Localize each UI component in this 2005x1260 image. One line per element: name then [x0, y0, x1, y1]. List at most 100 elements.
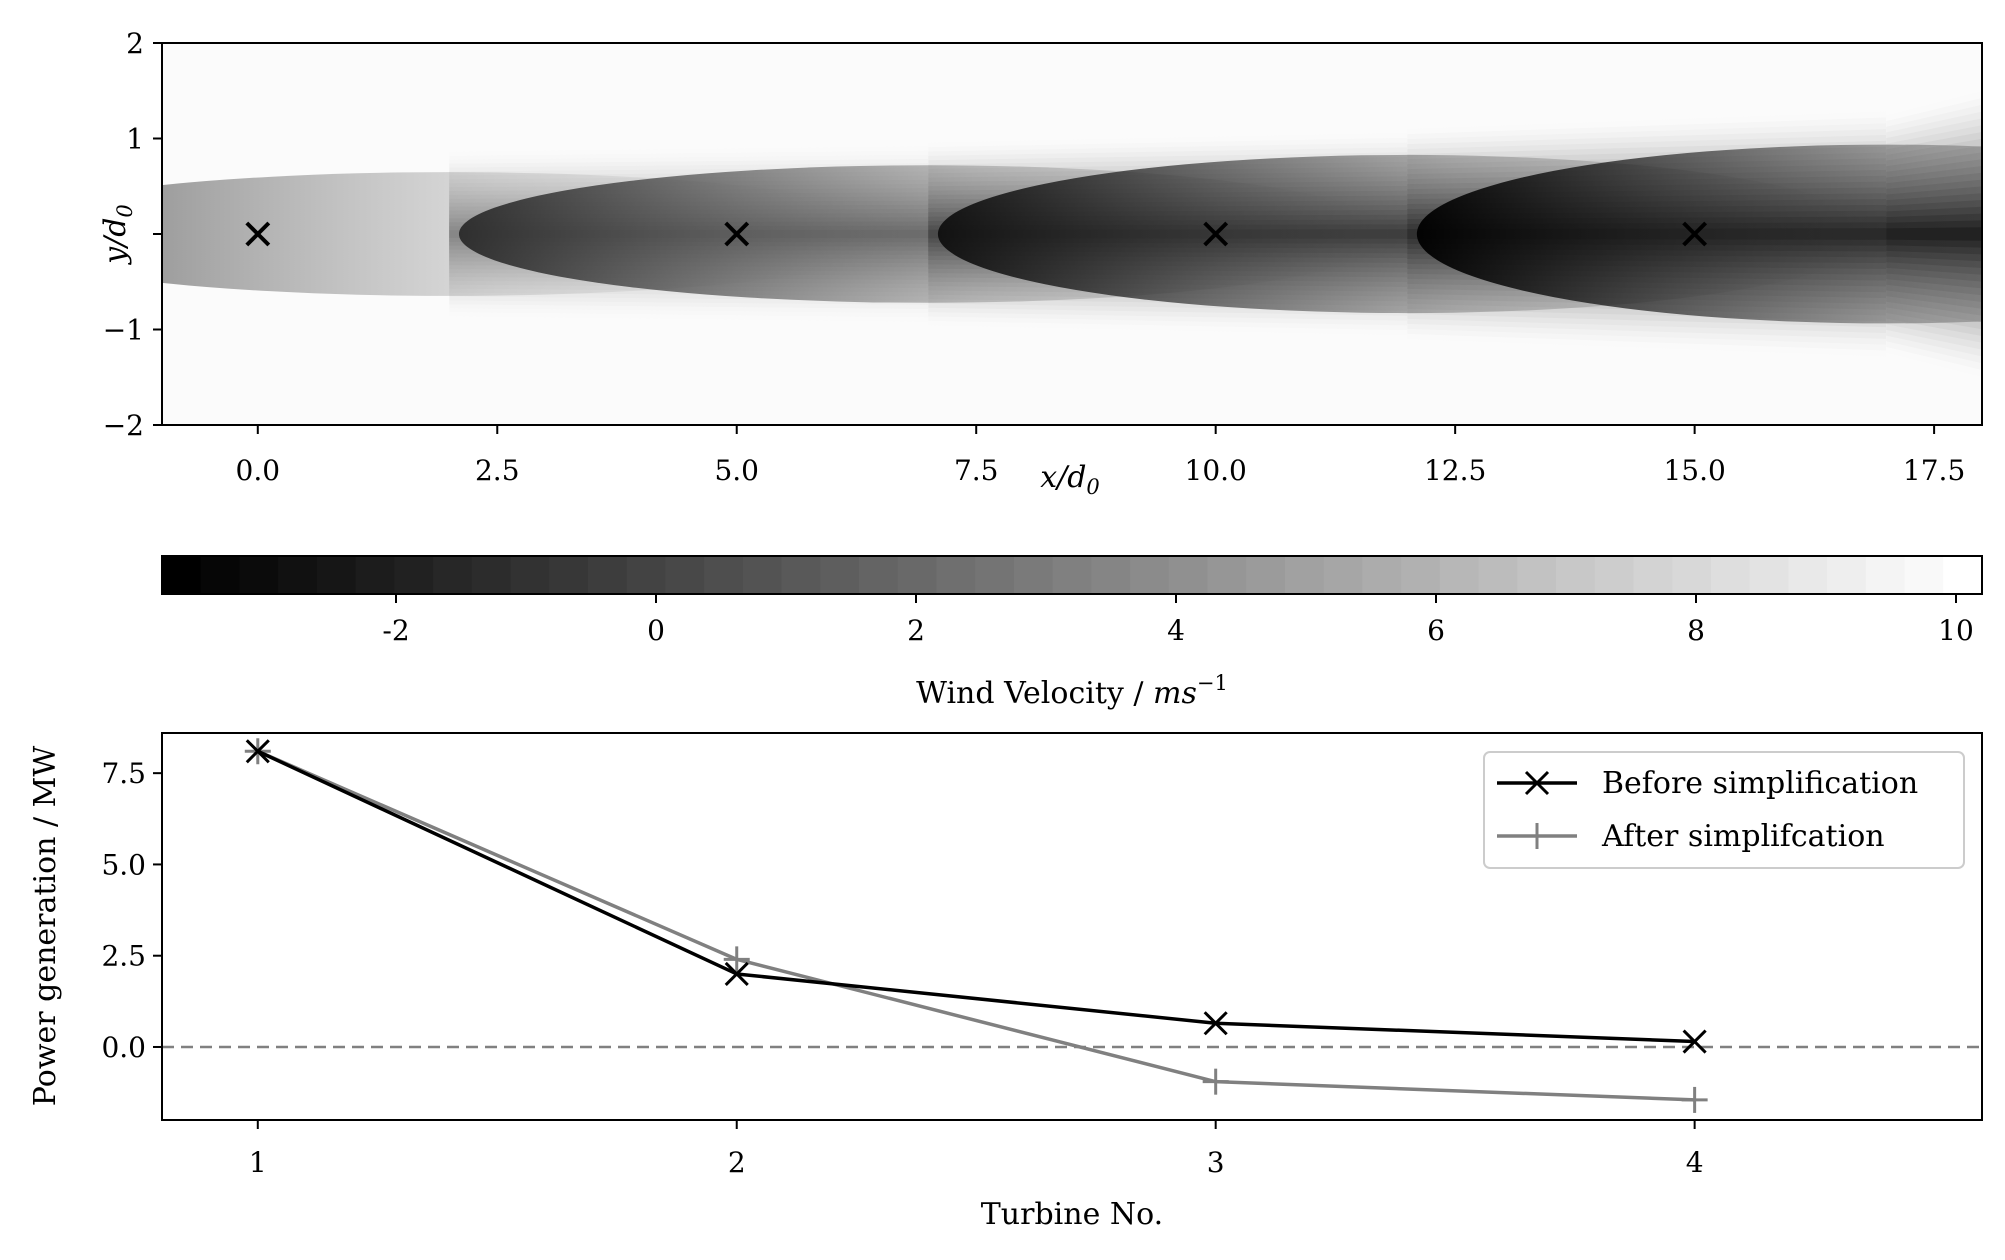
colorbar-step [1478, 556, 1518, 594]
heatmap-y-tick-label: 2 [126, 27, 144, 60]
heatmap-y-tick-label: 1 [126, 123, 144, 156]
colorbar-step [1091, 556, 1131, 594]
colorbar-step [471, 556, 512, 594]
heatmap-x-tick-label: 10.0 [1185, 454, 1247, 487]
colorbar-step [1401, 556, 1441, 594]
colorbar-step [239, 556, 279, 594]
colorbar-label: Wind Velocity / ms−1 [916, 671, 1228, 711]
power-line-chart: 1 2 3 4 7.5 5.0 2.5 0.0 Turbine No. Power gene… [28, 732, 1983, 1232]
colorbar-step [587, 556, 628, 594]
line-plot-frame [161, 732, 1983, 1121]
colorbar-step [1633, 556, 1673, 594]
colorbar-step [936, 556, 976, 594]
turbine-markers [245, 221, 1708, 247]
data-point-plus [1524, 823, 1550, 849]
data-point-plus [723, 946, 750, 973]
colorbar-step [781, 556, 821, 594]
colorbar-frame [161, 555, 1983, 595]
colorbar-step [1556, 556, 1596, 594]
colorbar-step [1672, 556, 1712, 594]
line-y-tick-label: 0.0 [101, 1031, 146, 1064]
colorbar-step [200, 556, 241, 594]
colorbar-step [704, 556, 744, 594]
colorbar-step [626, 556, 667, 594]
heatmap-x-tick-label: 12.5 [1424, 454, 1486, 487]
colorbar-step [1362, 556, 1402, 594]
heatmap-y-axis-label: y/d0 [98, 204, 137, 266]
turbine-marker [245, 221, 271, 247]
series-line [257, 749, 1695, 1102]
data-point-plus [1202, 1068, 1229, 1095]
colorbar-step [278, 556, 318, 594]
colorbar-step [742, 556, 783, 594]
colorbar-step [1052, 556, 1092, 594]
colorbar-tick-label: 8 [1687, 614, 1705, 647]
heatmap-y-tick-label: −2 [103, 409, 144, 442]
legend: Before simplification After simplifcatio… [1483, 751, 1965, 869]
heatmap-x-axis-label: x/d0 [1040, 460, 1100, 499]
line-y-tick-label: 2.5 [101, 940, 146, 973]
colorbar-step [1943, 556, 1983, 594]
colorbar-step [859, 556, 899, 594]
series-before-simplification [245, 739, 1707, 1054]
data-point-x [1682, 1029, 1707, 1054]
colorbar-step [1439, 556, 1480, 594]
data-point-x [1524, 770, 1550, 796]
colorbar-step [1323, 556, 1364, 594]
colorbar-step [975, 556, 1015, 594]
colorbar-step [1207, 556, 1247, 594]
turbine-marker [1203, 221, 1229, 247]
colorbar-step [1013, 556, 1054, 594]
heatmap-x-tick-label: 17.5 [1903, 454, 1965, 487]
turbine-marker [1682, 221, 1708, 247]
heatmap-y-tick-label: −1 [103, 314, 144, 347]
data-point-x [724, 961, 749, 987]
colorbar-step [1594, 556, 1635, 594]
colorbar-step [1865, 556, 1906, 594]
line-series-group [244, 738, 1708, 1113]
legend-label-after: After simplifcation [1601, 819, 1885, 854]
legend-marker-before [1524, 770, 1550, 796]
colorbar-step [355, 556, 395, 594]
wake-regions [162, 84, 1982, 384]
line-y-tick-label: 5.0 [101, 848, 146, 881]
data-point-plus [1681, 1086, 1708, 1113]
line-x-tick-label: 3 [1207, 1146, 1225, 1179]
colorbar: -2 0 2 4 6 8 10 Wind Velocity / ms−1 [161, 555, 1983, 711]
wake-heatmap-panel: 0.0 2.5 5.0 7.5 10.0 12.5 15.0 17.5 2 1 −1 −2 x/d0… [98, 27, 1983, 499]
colorbar-tick-label: 0 [647, 614, 665, 647]
heatmap-x-ticks: 0.0 2.5 5.0 7.5 10.0 12.5 15.0 17.5 [236, 425, 1965, 487]
line-x-tick-label: 1 [249, 1146, 267, 1179]
wake-core [1416, 144, 1982, 324]
colorbar-step [1168, 556, 1209, 594]
line-y-axis-label: Power generation / MW [28, 746, 63, 1107]
colorbar-step [897, 556, 938, 594]
line-x-ticks: 1 2 3 4 [249, 1120, 1704, 1179]
line-x-axis-label: Turbine No. [981, 1197, 1163, 1232]
colorbar-step [433, 556, 473, 594]
colorbar-step [820, 556, 860, 594]
heatmap-x-tick-label: 5.0 [714, 454, 759, 487]
colorbar-tick-label: 4 [1167, 614, 1185, 647]
legend-box [1483, 751, 1965, 869]
colorbar-step [1749, 556, 1789, 594]
colorbar-step [1904, 556, 1944, 594]
colorbar-step [1827, 556, 1867, 594]
data-point-x [1203, 1011, 1228, 1036]
line-y-tick-label: 7.5 [101, 757, 146, 790]
colorbar-step [1788, 556, 1828, 594]
colorbar-step [394, 556, 434, 594]
heatmap-x-tick-label: 15.0 [1663, 454, 1725, 487]
colorbar-gradient [162, 556, 1983, 594]
colorbar-step [549, 556, 589, 594]
heatmap-y-ticks: 2 1 −1 −2 [103, 27, 162, 442]
colorbar-tick-label: 2 [907, 614, 925, 647]
heatmap-x-tick-label: 2.5 [475, 454, 520, 487]
colorbar-step [1284, 556, 1325, 594]
colorbar-step [1710, 556, 1751, 594]
series-after-simplification [244, 738, 1708, 1113]
heatmap-x-tick-label: 7.5 [954, 454, 999, 487]
colorbar-step [1517, 556, 1557, 594]
data-point-x [245, 739, 270, 764]
